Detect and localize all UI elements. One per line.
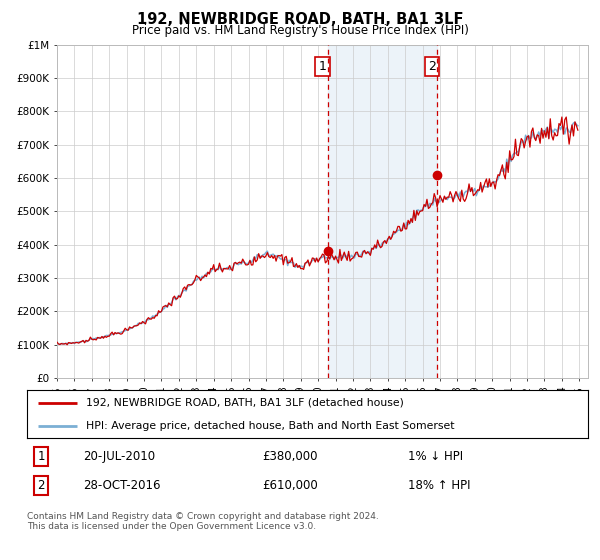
Text: 20-JUL-2010: 20-JUL-2010 [83, 450, 155, 463]
Text: HPI: Average price, detached house, Bath and North East Somerset: HPI: Average price, detached house, Bath… [86, 421, 454, 431]
Text: 2: 2 [37, 479, 45, 492]
Text: 1: 1 [319, 60, 326, 73]
Text: 1% ↓ HPI: 1% ↓ HPI [409, 450, 464, 463]
Text: 192, NEWBRIDGE ROAD, BATH, BA1 3LF (detached house): 192, NEWBRIDGE ROAD, BATH, BA1 3LF (deta… [86, 398, 404, 408]
Text: 192, NEWBRIDGE ROAD, BATH, BA1 3LF: 192, NEWBRIDGE ROAD, BATH, BA1 3LF [137, 12, 463, 27]
Text: 1: 1 [37, 450, 45, 463]
Bar [328, 45, 437, 378]
Text: Price paid vs. HM Land Registry's House Price Index (HPI): Price paid vs. HM Land Registry's House … [131, 24, 469, 37]
Text: £380,000: £380,000 [263, 450, 318, 463]
Text: 28-OCT-2016: 28-OCT-2016 [83, 479, 161, 492]
Text: 18% ↑ HPI: 18% ↑ HPI [409, 479, 471, 492]
Text: £610,000: £610,000 [263, 479, 319, 492]
Text: 2: 2 [428, 60, 436, 73]
Text: Contains HM Land Registry data © Crown copyright and database right 2024.
This d: Contains HM Land Registry data © Crown c… [27, 512, 379, 531]
